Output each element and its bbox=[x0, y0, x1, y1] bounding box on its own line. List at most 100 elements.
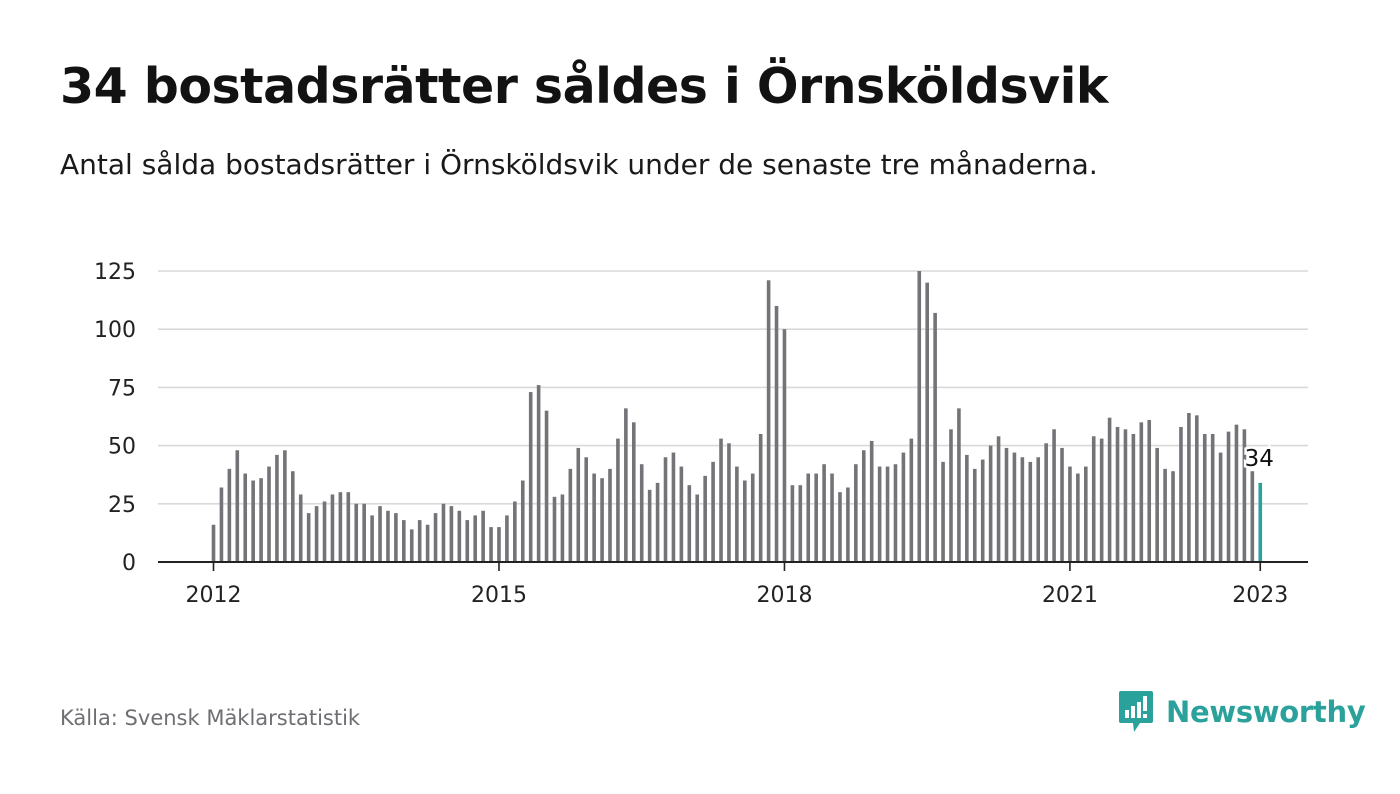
bar bbox=[949, 429, 953, 562]
bar bbox=[1107, 417, 1112, 562]
bar bbox=[655, 482, 660, 562]
bar bbox=[877, 466, 882, 562]
x-tick-label: 2021 bbox=[1042, 583, 1098, 608]
bar bbox=[806, 473, 811, 562]
bar bbox=[957, 408, 961, 562]
bar bbox=[576, 447, 581, 562]
bar bbox=[211, 524, 216, 562]
bar bbox=[663, 457, 668, 562]
chart-subtitle: Antal sålda bostadsrätter i Örnsköldsvik… bbox=[60, 148, 1098, 181]
bar bbox=[275, 454, 279, 562]
bar bbox=[402, 520, 406, 562]
bar bbox=[219, 487, 224, 562]
bar bbox=[608, 468, 612, 562]
bar bbox=[616, 438, 620, 562]
bar bbox=[647, 489, 652, 562]
bar bbox=[679, 466, 684, 562]
bar bbox=[568, 468, 573, 562]
bar bbox=[520, 480, 525, 562]
bar bbox=[592, 473, 596, 562]
bar bbox=[854, 464, 858, 562]
bar bbox=[909, 438, 914, 562]
bar bbox=[766, 280, 771, 562]
newsworthy-logo-icon bbox=[1119, 691, 1153, 732]
bar bbox=[838, 492, 842, 562]
bar bbox=[861, 450, 866, 562]
bar bbox=[227, 468, 232, 562]
bar bbox=[695, 494, 700, 562]
bar bbox=[687, 485, 692, 562]
bar bbox=[1004, 447, 1009, 562]
bar bbox=[735, 466, 739, 562]
y-tick-label: 100 bbox=[94, 318, 136, 343]
bar bbox=[417, 520, 422, 562]
y-tick-label: 50 bbox=[108, 435, 136, 460]
bar bbox=[465, 520, 470, 562]
bar bbox=[846, 487, 850, 562]
brand-logo[interactable]: Newsworthy bbox=[1118, 690, 1366, 734]
bar bbox=[743, 480, 747, 562]
bar bbox=[750, 473, 755, 562]
brand-name: Newsworthy bbox=[1166, 695, 1366, 729]
bar bbox=[671, 452, 676, 562]
bar bbox=[624, 408, 628, 562]
bar bbox=[933, 312, 937, 562]
bar bbox=[306, 513, 311, 562]
bar bbox=[1210, 433, 1215, 562]
bar bbox=[449, 506, 454, 562]
bar bbox=[711, 461, 715, 562]
bar bbox=[584, 457, 589, 562]
bar bbox=[330, 494, 335, 562]
y-tick-label: 0 bbox=[122, 551, 136, 576]
bar bbox=[703, 475, 707, 562]
bar bbox=[513, 501, 517, 562]
bar bbox=[1012, 452, 1017, 562]
bar bbox=[1068, 466, 1072, 562]
bar bbox=[1028, 461, 1033, 562]
bar bbox=[1020, 457, 1025, 562]
bar bbox=[1187, 413, 1191, 562]
bar bbox=[560, 494, 565, 562]
bar bbox=[1242, 429, 1247, 562]
bar bbox=[378, 506, 382, 562]
bar bbox=[782, 329, 787, 562]
bar bbox=[972, 468, 977, 562]
bar bbox=[481, 510, 485, 562]
bar bbox=[727, 443, 731, 562]
bar bbox=[1115, 426, 1120, 562]
bar bbox=[552, 496, 557, 562]
bar bbox=[433, 513, 438, 562]
bar bbox=[528, 392, 533, 562]
bar bbox=[536, 385, 541, 562]
bar bbox=[457, 510, 462, 562]
x-tick-label: 2015 bbox=[471, 583, 527, 608]
bar bbox=[267, 466, 271, 562]
bar bbox=[386, 510, 390, 562]
bar bbox=[441, 503, 446, 562]
bar bbox=[988, 445, 993, 562]
bar bbox=[1044, 443, 1048, 562]
bar bbox=[822, 464, 826, 562]
bar bbox=[235, 450, 240, 562]
bar bbox=[283, 450, 287, 562]
highlight-value-label: 34 bbox=[1245, 446, 1274, 472]
bar bbox=[425, 524, 430, 562]
bar bbox=[980, 459, 985, 562]
bar bbox=[1250, 471, 1255, 562]
bar bbox=[409, 529, 414, 562]
bar bbox=[322, 501, 327, 562]
bar bbox=[941, 461, 945, 562]
bar bbox=[1139, 422, 1144, 562]
bar bbox=[1195, 415, 1199, 562]
bar bbox=[394, 513, 398, 562]
bar bbox=[996, 436, 1001, 562]
bar bbox=[893, 464, 898, 562]
chart-title: 34 bostadsrätter såldes i Örnsköldsvik bbox=[60, 58, 1109, 115]
bar bbox=[1052, 429, 1056, 562]
bar bbox=[1171, 471, 1175, 562]
bar bbox=[370, 515, 374, 562]
bar bbox=[1218, 452, 1223, 562]
bar bbox=[338, 492, 343, 562]
bar bbox=[473, 515, 477, 562]
